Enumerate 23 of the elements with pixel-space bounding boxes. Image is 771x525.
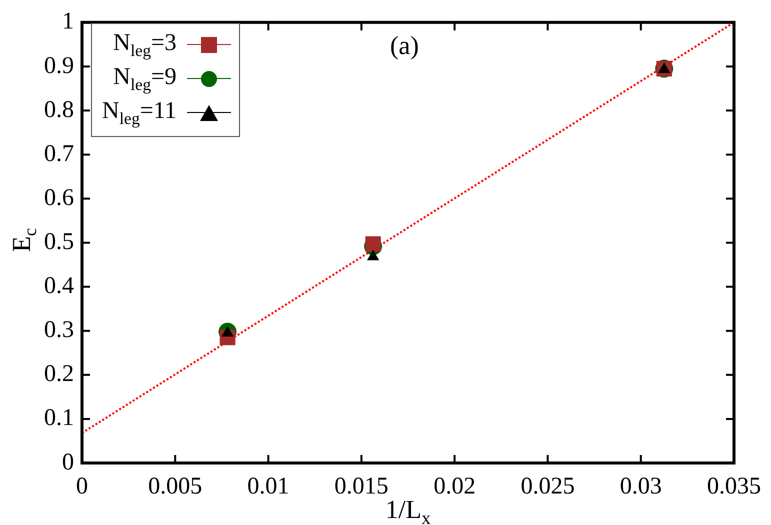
y-tick-label: 0 [62, 449, 74, 476]
y-tick-label: 0.3 [44, 317, 74, 344]
point [365, 236, 381, 252]
y-tick-label: 0.6 [44, 184, 74, 211]
y-tick-label: 0.8 [44, 96, 74, 123]
y-tick-label: 1 [62, 8, 74, 35]
legend-label: N$_{leg}$=11 [102, 98, 177, 128]
y-tick-label: 0.1 [44, 405, 74, 432]
legend-label: N$_{leg}$=9 [113, 64, 177, 94]
x-tick-label: 0.03 [620, 474, 662, 500]
x-tick-label: 0.025 [520, 474, 575, 500]
y-tick-label: 0.7 [44, 140, 74, 167]
x-tick-label: 0.005 [148, 474, 202, 500]
y-tick-label: 0.9 [44, 52, 74, 79]
annotation: (a) [390, 31, 419, 60]
x-tick-label: 0.02 [434, 474, 476, 500]
x-tick-label: 0.035 [707, 474, 761, 500]
y-tick-label: 0.4 [44, 273, 74, 300]
legend-label: N$_{leg}$=3 [113, 30, 177, 60]
x-tick-label: 0.01 [247, 474, 290, 500]
point [367, 250, 380, 260]
y-tick-label: 0.5 [44, 228, 74, 255]
y-tick-label: 0.2 [44, 361, 74, 388]
